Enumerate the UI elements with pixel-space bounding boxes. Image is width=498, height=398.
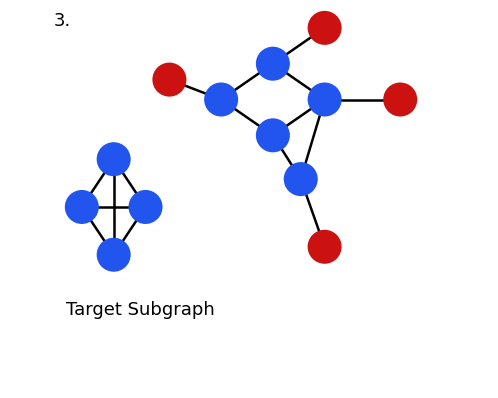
- Point: [165, 76, 173, 83]
- Point: [321, 25, 329, 31]
- Text: Target Subgraph: Target Subgraph: [66, 301, 215, 320]
- Point: [269, 132, 277, 139]
- Point: [217, 96, 225, 103]
- Point: [321, 244, 329, 250]
- Point: [78, 204, 86, 210]
- Point: [321, 96, 329, 103]
- Point: [269, 60, 277, 67]
- Point: [141, 204, 149, 210]
- Point: [297, 176, 305, 182]
- Point: [110, 156, 118, 162]
- Point: [396, 96, 404, 103]
- Text: 3.: 3.: [54, 12, 71, 30]
- Point: [110, 252, 118, 258]
